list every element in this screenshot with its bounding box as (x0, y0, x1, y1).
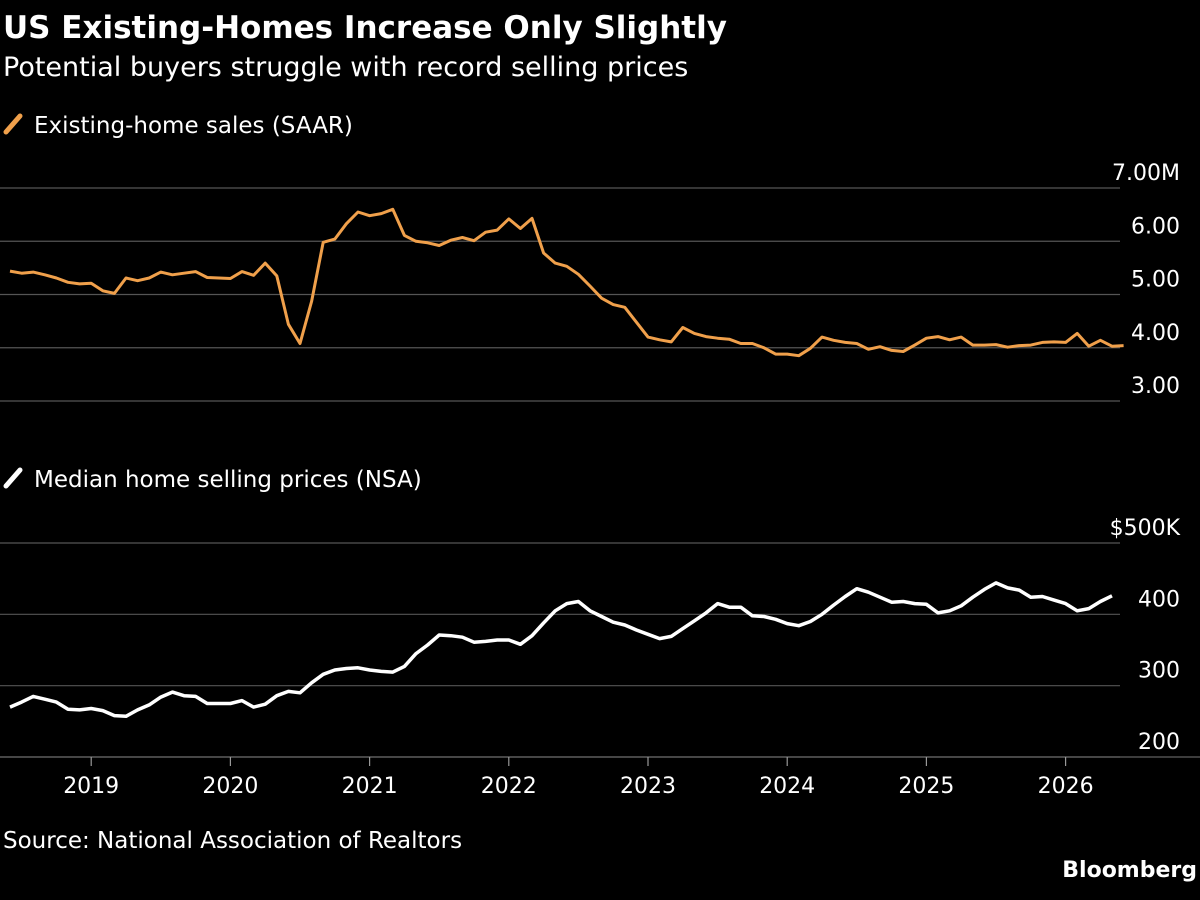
x-axis-ticks: 2019 2020 2021 2022 2023 2024 2025 2026 (63, 757, 1094, 799)
x-axis-tick-label: 2026 (1038, 774, 1094, 799)
legend-swatch-prices (3, 467, 23, 489)
sales-y-ticks: 7.00M 6.00 5.00 4.00 3.00 (1112, 161, 1180, 399)
brand-logo: Bloomberg (1062, 858, 1197, 883)
page-subtitle: Potential buyers struggle with record se… (3, 52, 689, 83)
source-note: Source: National Association of Realtors (3, 828, 463, 854)
sales-y-tick-label: 3.00 (1131, 374, 1180, 399)
sales-y-tick-label: 5.00 (1131, 268, 1180, 293)
x-axis-tick-label: 2020 (202, 774, 258, 799)
price-y-ticks: $500K 400 300 200 (1110, 516, 1181, 755)
price-y-tick-label: $500K (1110, 516, 1181, 541)
price-series-line (9, 581, 1113, 719)
sales-series-line (9, 207, 1124, 358)
sales-gridlines (0, 187, 1120, 402)
legend-label-sales: Existing-home sales (SAAR) (34, 113, 353, 139)
price-y-tick-label: 200 (1138, 730, 1180, 755)
price-gridlines (0, 542, 1120, 758)
x-axis-tick-label: 2023 (620, 774, 676, 799)
page-title: US Existing-Homes Increase Only Slightly (3, 10, 727, 46)
x-axis-tick-label: 2024 (759, 774, 815, 799)
sales-y-tick-label: 7.00M (1112, 161, 1180, 186)
sales-y-tick-label: 4.00 (1131, 321, 1180, 346)
sales-y-tick-label: 6.00 (1131, 214, 1180, 239)
price-y-tick-label: 400 (1138, 587, 1180, 612)
legend-swatch-sales (3, 113, 23, 135)
x-axis-tick-label: 2022 (481, 774, 537, 799)
x-axis-tick-label: 2025 (898, 774, 954, 799)
x-axis-tick-label: 2019 (63, 774, 119, 799)
x-axis-tick-label: 2021 (342, 774, 398, 799)
price-y-tick-label: 300 (1138, 659, 1180, 684)
legend-label-prices: Median home selling prices (NSA) (34, 467, 422, 493)
